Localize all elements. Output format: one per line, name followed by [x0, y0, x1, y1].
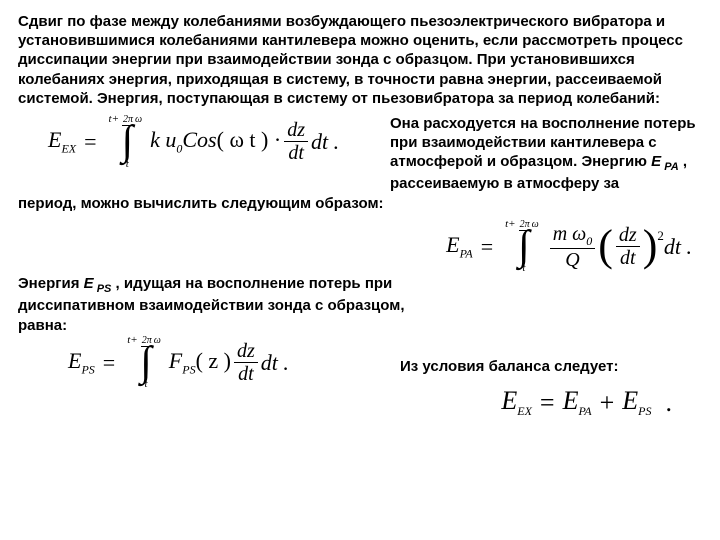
balance-text: Из условия баланса следует:	[388, 335, 702, 376]
eq4-Eps: EPS	[622, 384, 651, 420]
eq3-equals: =	[103, 349, 115, 377]
eq1-lhs: EEX	[48, 126, 76, 157]
eq4-eq: =	[540, 386, 555, 419]
eq2-lhs: EPA	[446, 231, 473, 262]
equation-Eps: EPS = t+2πω ∫ t FPS( z ) dz dt dt .	[18, 335, 388, 391]
eq1-dz-dt: dz dt	[284, 120, 308, 163]
eq1-tail: dt .	[311, 128, 339, 156]
eq1-body: k u0Cos( ω t ) ·	[150, 126, 281, 157]
eq2-mw0-Q: m ω0 Q	[550, 224, 596, 270]
eq4-dot: .	[666, 386, 673, 419]
eq3-lhs: EPS	[68, 347, 95, 378]
integral-symbol: ∫	[140, 346, 152, 380]
text-continuation-1: период, можно вычислить следующим образо…	[18, 194, 702, 213]
eq3-Fps: FPS( z )	[169, 347, 231, 378]
eq4-plus: +	[600, 386, 615, 419]
eq2-integral: t+2πω ∫ t	[505, 219, 543, 275]
eq4-Epa: EPA	[563, 384, 592, 420]
eq1-lower-limit: t	[126, 159, 129, 170]
row-eq2: EPA = t+2πω ∫ t m ω0 Q ( dz dt ) 2 dt .	[18, 219, 702, 275]
eq3-tail: dt .	[261, 349, 289, 377]
eq3-dz-dt: dz dt	[234, 341, 258, 384]
equation-balance: EEX = EPA + EPS .	[501, 384, 672, 420]
row-eq1: EEX = t+2πω ∫ t k u0Cos( ω t ) · dz dt d…	[18, 114, 702, 194]
eq2-power: 2	[657, 228, 664, 245]
eq1-integral: t+2πω ∫ t	[109, 114, 147, 170]
eq2-equals: =	[481, 233, 493, 261]
eq2-paren: ( dz dt )	[598, 225, 657, 268]
row-eq3: EPS = t+2πω ∫ t FPS( z ) dz dt dt . Из у…	[18, 335, 702, 391]
eq2-dz-dt: dz dt	[616, 225, 640, 268]
eq3-lower-limit: t	[144, 379, 147, 390]
equation-Epa: EPA = t+2πω ∫ t m ω0 Q ( dz dt ) 2 dt .	[446, 219, 692, 275]
eq2-tail: dt .	[664, 233, 692, 261]
eq1-equals: =	[84, 128, 96, 156]
text-beside-eq1: Она расходуется на восполнение потерь пр…	[378, 114, 702, 194]
intro-paragraph: Сдвиг по фазе между колебаниями возбужда…	[18, 12, 702, 108]
eq3-integral: t+2πω ∫ t	[127, 335, 165, 391]
equation-Eex: EEX = t+2πω ∫ t k u0Cos( ω t ) · dz dt d…	[18, 114, 378, 170]
text-eps-intro: Энергия E PS , идущая на восполнение пот…	[18, 274, 448, 334]
eq4-Eex: EEX	[501, 384, 532, 420]
integral-symbol: ∫	[122, 125, 134, 159]
eq2-lower-limit: t	[522, 263, 525, 274]
integral-symbol: ∫	[518, 230, 530, 264]
